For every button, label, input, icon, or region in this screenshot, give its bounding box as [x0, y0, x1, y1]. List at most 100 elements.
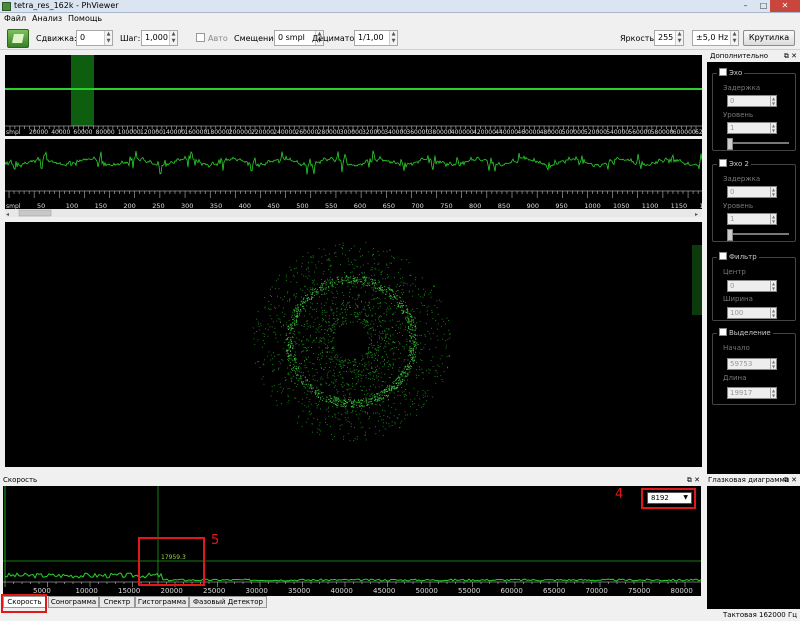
constellation-point — [355, 307, 357, 309]
constellation-point — [387, 276, 389, 278]
constellation-point — [290, 355, 292, 357]
constellation-point — [326, 293, 328, 294]
menu-help[interactable]: Помощь — [68, 14, 103, 23]
fft-size-dropdown[interactable]: 8192 ▼ — [647, 492, 692, 504]
constellation-point — [309, 361, 311, 363]
freq-spinbox[interactable]: ±5,0 Hz ▲ ▼ — [692, 30, 739, 46]
echo-level-spinbox[interactable]: 1 ▲ ▼ — [727, 122, 777, 134]
constellation-point — [396, 286, 397, 288]
maximize-button[interactable]: □ — [759, 1, 768, 10]
constellation-point — [409, 348, 411, 350]
echo2-level-spinbox[interactable]: 1 ▲ ▼ — [727, 213, 777, 225]
echo2-checkbox[interactable] — [719, 159, 727, 167]
offset-spinbox[interactable]: 0 smpl ▲ ▼ — [274, 30, 324, 46]
overview-tick-label: 260000 — [295, 129, 318, 136]
constellation-point — [358, 399, 359, 401]
constellation-point — [373, 371, 374, 373]
scroll-left-arrow[interactable]: ◂ — [6, 211, 9, 218]
dock-close-icon[interactable]: ⧉ ✕ — [783, 52, 797, 60]
constellation-point — [387, 277, 389, 279]
constellation-point — [370, 367, 372, 369]
constellation-point — [337, 276, 339, 278]
echo2-title[interactable]: Эхо 2 — [717, 159, 751, 168]
constellation-point — [422, 406, 424, 408]
constellation-point — [401, 420, 403, 422]
constellation-point — [291, 359, 293, 361]
speed-dock-icons[interactable]: ⧉ ✕ — [686, 476, 700, 484]
constellation-point — [399, 384, 401, 386]
constellation-point — [382, 331, 383, 332]
waveform-tick-label: 650 — [383, 202, 395, 210]
selection-checkbox[interactable] — [719, 328, 727, 336]
tab-phase-detector[interactable]: Фазовый Детектор — [189, 596, 267, 608]
constellation-point — [373, 254, 374, 255]
selection-start-spinbox[interactable]: 59753 ▲ ▼ — [727, 358, 777, 370]
brightness-spinbox[interactable]: 255 ▲ ▼ — [654, 30, 684, 46]
constellation-point — [391, 389, 393, 391]
waveform-scrollbar[interactable] — [5, 209, 702, 217]
constellation-point — [361, 283, 363, 285]
constellation-point — [322, 286, 324, 288]
menu-file[interactable]: Файл — [4, 14, 27, 23]
constellation-point — [409, 355, 411, 356]
constellation-point — [388, 287, 389, 289]
echo-checkbox[interactable] — [719, 68, 727, 76]
tab-speed[interactable]: Скорость — [3, 596, 46, 608]
constellation-point — [352, 383, 353, 385]
constellation-point — [325, 396, 327, 398]
auto-checkbox[interactable] — [196, 33, 205, 42]
constellation-point — [362, 308, 364, 310]
echo-title[interactable]: Эхо — [717, 68, 745, 77]
scroll-right-arrow[interactable]: ▸ — [695, 211, 698, 218]
constellation-point — [309, 302, 311, 304]
tab-histogram[interactable]: Гистограмма — [135, 596, 189, 608]
constellation-point — [447, 339, 449, 340]
scrollbar-thumb[interactable] — [18, 209, 52, 217]
constellation-point — [292, 336, 293, 338]
constellation-point — [419, 311, 421, 313]
echo2-slider[interactable] — [727, 229, 789, 241]
constellation-point — [278, 368, 279, 370]
echo2-delay-spinbox[interactable]: 0 ▲ ▼ — [727, 186, 777, 198]
overview-tick-label: 40000 — [51, 129, 70, 136]
close-button[interactable]: ✕ — [770, 0, 800, 12]
eye-dock-icons[interactable]: ⧉ ✕ — [783, 476, 797, 484]
constellation-point — [386, 387, 388, 389]
selection-title[interactable]: Выделение — [717, 328, 773, 337]
constellation-point — [384, 390, 385, 392]
constellation-point — [363, 308, 365, 310]
filter-width-spinbox[interactable]: 100 ▲ ▼ — [727, 307, 777, 319]
filter-title[interactable]: Фильтр — [717, 252, 759, 261]
minimize-button[interactable]: – — [743, 1, 748, 10]
phase-constellation — [252, 242, 451, 442]
filter-checkbox[interactable] — [719, 252, 727, 260]
constellation-point — [287, 388, 289, 390]
constellation-point — [329, 370, 331, 372]
rotate-button[interactable]: Крутилка — [743, 30, 795, 46]
window-title: tetra_res_162k - PhViewer — [14, 1, 119, 10]
constellation-point — [398, 357, 400, 359]
selection-highlight[interactable] — [71, 55, 94, 126]
waveform-tick-marks — [8, 191, 704, 198]
menu-analysis[interactable]: Анализ — [32, 14, 63, 23]
constellation-point — [314, 318, 316, 320]
constellation-point — [287, 351, 288, 353]
tab-spectrum[interactable]: Спектр — [99, 596, 135, 608]
constellation-point — [332, 313, 334, 315]
constellation-point — [419, 398, 421, 400]
step-spinbox[interactable]: 1,000 ▲ ▼ — [141, 30, 178, 46]
constellation-point — [310, 292, 312, 294]
tab-sonogram[interactable]: Сонограмма — [48, 596, 99, 608]
echo-slider[interactable] — [727, 138, 789, 150]
shift-spinbox[interactable]: 0 ▲ ▼ — [76, 30, 113, 46]
constellation-point — [271, 390, 273, 392]
selection-length-spinbox[interactable]: 19917 ▲ ▼ — [727, 387, 777, 399]
open-file-icon[interactable] — [7, 29, 29, 48]
constellation-point — [302, 383, 304, 385]
constellation-point — [356, 279, 358, 281]
echo-delay-spinbox[interactable]: 0 ▲ ▼ — [727, 95, 777, 107]
constellation-point — [286, 353, 288, 355]
decimator-spinbox[interactable]: 1/1,00 ▲ ▼ — [354, 30, 398, 46]
constellation-point — [446, 345, 447, 347]
filter-center-spinbox[interactable]: 0 ▲ ▼ — [727, 280, 777, 292]
